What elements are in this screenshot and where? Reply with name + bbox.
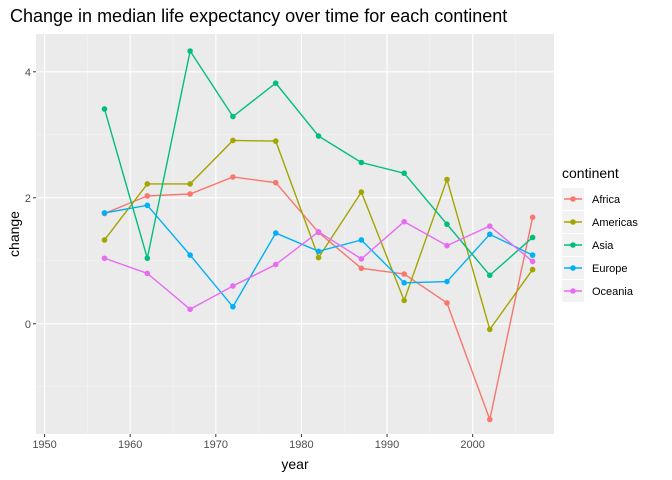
- x-tick-label: 1960: [118, 439, 142, 451]
- data-point-europe: [144, 202, 151, 209]
- data-point-asia: [401, 170, 407, 177]
- legend-label-africa: Africa: [592, 194, 621, 206]
- x-tick-label: 1950: [32, 439, 56, 451]
- legend-label-europe: Europe: [592, 263, 627, 275]
- legend-label-americas: Americas: [592, 217, 638, 229]
- data-point-oceania: [272, 261, 279, 268]
- data-point-asia: [272, 80, 279, 86]
- data-point-oceania: [401, 218, 407, 225]
- x-axis-title: year: [281, 456, 309, 472]
- x-axis: 1950 1960 1970 1980 1990 2000: [32, 434, 485, 451]
- minor-grid: [36, 34, 554, 434]
- y-tick-label: 2: [25, 193, 31, 205]
- data-point-oceania: [230, 283, 236, 289]
- y-axis: 0 2 4: [25, 67, 36, 331]
- x-tick-label: 1980: [289, 439, 313, 451]
- legend-item-asia: Asia: [562, 234, 614, 256]
- legend-key-point: [570, 265, 576, 271]
- data-point-europe: [101, 210, 108, 216]
- series-oceania: [101, 218, 536, 313]
- data-point-americas: [144, 181, 151, 187]
- data-point-oceania: [529, 258, 536, 265]
- chart-title: Change in median life expectancy over ti…: [10, 6, 507, 26]
- x-tick-label: 1990: [375, 439, 399, 451]
- major-grid: [36, 34, 554, 434]
- data-point-americas: [444, 176, 450, 183]
- data-point-africa: [144, 193, 151, 199]
- data-point-africa: [486, 416, 493, 423]
- data-point-africa: [358, 265, 365, 272]
- data-point-asia: [230, 113, 236, 120]
- data-point-europe: [187, 252, 193, 258]
- legend-label-oceania: Oceania: [592, 286, 634, 298]
- data-point-europe: [315, 248, 322, 255]
- data-point-oceania: [315, 228, 322, 235]
- data-point-asia: [444, 221, 450, 228]
- y-tick-label: 4: [25, 67, 31, 79]
- data-point-africa: [444, 300, 450, 306]
- data-point-americas: [187, 181, 193, 187]
- data-point-europe: [358, 237, 365, 243]
- data-point-africa: [529, 214, 536, 221]
- legend-item-oceania: Oceania: [562, 280, 634, 302]
- data-point-oceania: [144, 270, 151, 277]
- data-point-americas: [101, 237, 108, 243]
- data-point-americas: [529, 266, 536, 273]
- data-point-asia: [358, 159, 365, 166]
- data-point-africa: [272, 179, 279, 186]
- legend-item-americas: Americas: [562, 211, 638, 233]
- legend-title: continent: [562, 165, 619, 181]
- data-point-oceania: [486, 223, 493, 229]
- data-point-africa: [401, 271, 407, 277]
- legend-key-point: [570, 196, 576, 202]
- data-point-asia: [187, 48, 193, 54]
- data-point-africa: [187, 191, 193, 197]
- data-point-americas: [315, 254, 322, 261]
- data-point-oceania: [358, 256, 365, 262]
- data-point-europe: [401, 280, 407, 286]
- data-point-europe: [272, 230, 279, 236]
- data-point-asia: [315, 133, 322, 139]
- data-point-asia: [486, 272, 493, 279]
- legend-key-point: [570, 242, 576, 248]
- y-axis-title: change: [6, 211, 22, 257]
- series-americas: [101, 137, 536, 333]
- data-point-europe: [230, 303, 236, 310]
- data-point-europe: [529, 252, 536, 258]
- data-point-americas: [272, 138, 279, 144]
- panel-background: [36, 34, 554, 434]
- data-point-europe: [444, 278, 450, 285]
- data-point-europe: [486, 231, 493, 238]
- data-point-americas: [358, 189, 365, 195]
- series-asia: [101, 48, 536, 279]
- legend-label-asia: Asia: [592, 240, 614, 252]
- data-point-oceania: [187, 306, 193, 313]
- data-point-oceania: [444, 242, 450, 249]
- legend-item-africa: Africa: [562, 188, 621, 210]
- data-point-asia: [101, 106, 108, 112]
- x-tick-label: 1970: [204, 439, 228, 451]
- y-tick-label: 0: [25, 319, 31, 331]
- data-point-asia: [529, 234, 536, 241]
- legend-item-europe: Europe: [562, 257, 627, 279]
- data-point-africa: [230, 174, 236, 180]
- data-point-americas: [401, 297, 407, 304]
- legend: continent Africa Americas Asia Europe Oceani…: [562, 165, 638, 302]
- series-layer: [101, 48, 536, 423]
- legend-key-point: [570, 288, 576, 294]
- data-point-americas: [230, 137, 236, 144]
- legend-key-point: [570, 219, 576, 225]
- series-europe: [101, 202, 536, 310]
- data-point-oceania: [101, 255, 108, 262]
- data-point-americas: [486, 326, 493, 333]
- x-tick-label: 2000: [460, 439, 484, 451]
- data-point-asia: [144, 255, 151, 262]
